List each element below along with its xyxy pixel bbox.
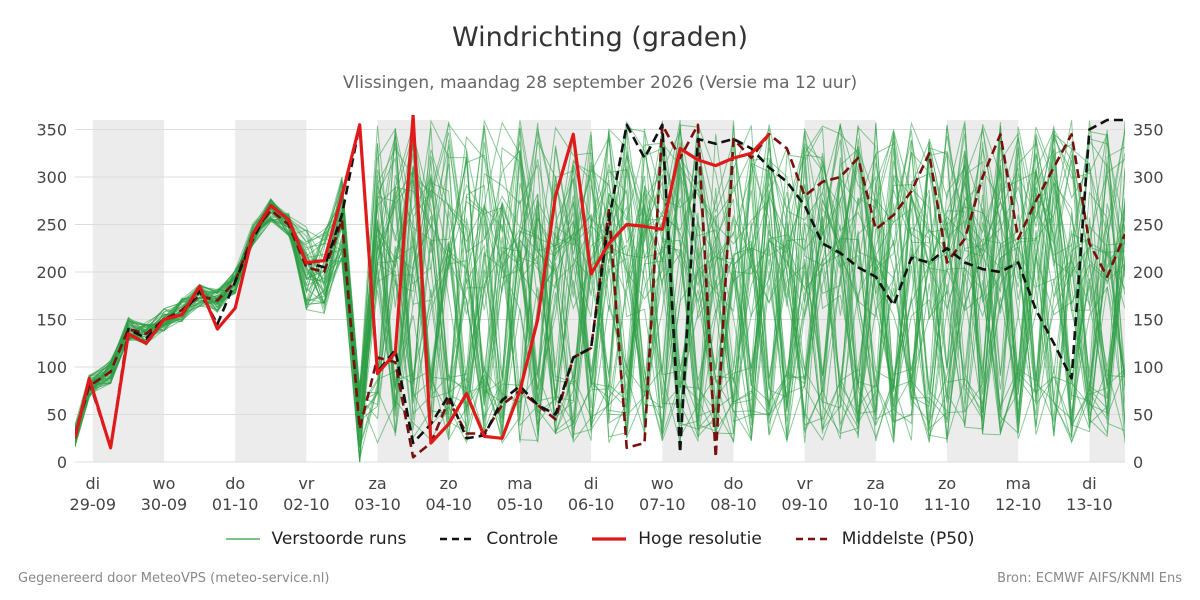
x-tick-day: di xyxy=(85,474,100,493)
x-tick-date: 02-10 xyxy=(283,495,330,514)
legend-swatch xyxy=(440,537,475,541)
footer-source: Bron: ECMWF AIFS/KNMI Ens xyxy=(997,571,1182,586)
x-tick-date: 01-10 xyxy=(212,495,259,514)
legend-label: Verstoorde runs xyxy=(271,529,407,549)
y-tick-label-right: 0 xyxy=(1133,453,1143,472)
x-tick-date: 12-10 xyxy=(995,495,1042,514)
x-tick-date: 07-10 xyxy=(639,495,686,514)
x-tick-day: ma xyxy=(507,474,532,493)
y-tick-label-right: 50 xyxy=(1133,406,1153,425)
x-tick-date: 08-10 xyxy=(710,495,757,514)
legend-swatch xyxy=(795,537,830,541)
y-tick-label-right: 200 xyxy=(1133,263,1164,282)
x-tick-date: 03-10 xyxy=(354,495,401,514)
legend-item-hires: Hoge resolutie xyxy=(592,529,762,549)
y-tick-label-right: 250 xyxy=(1133,216,1164,235)
y-tick-label-left: 250 xyxy=(36,216,67,235)
x-tick-day: wo xyxy=(153,474,176,493)
y-tick-label-right: 350 xyxy=(1133,121,1164,140)
x-tick-day: za xyxy=(867,474,885,493)
legend-swatch xyxy=(225,538,260,540)
y-tick-label-right: 100 xyxy=(1133,358,1164,377)
x-tick-day: di xyxy=(1082,474,1097,493)
y-tick-label-right: 300 xyxy=(1133,168,1164,187)
x-tick-date: 29-09 xyxy=(70,495,117,514)
y-tick-label-left: 150 xyxy=(36,311,67,330)
legend-label: Hoge resolutie xyxy=(638,529,762,549)
ensemble-run-line xyxy=(75,123,1125,441)
x-tick-date: 06-10 xyxy=(568,495,615,514)
legend-label: Middelste (P50) xyxy=(841,529,975,549)
ensemble-run-line xyxy=(75,121,1125,434)
data-layer xyxy=(75,115,1125,462)
x-tick-day: zo xyxy=(440,474,458,493)
x-tick-date: 11-10 xyxy=(924,495,971,514)
legend-item-control: Controle xyxy=(440,529,558,549)
y-tick-label-left: 350 xyxy=(36,121,67,140)
chart-subtitle: Vlissingen, maandag 28 september 2026 (V… xyxy=(342,73,858,93)
x-tick-day: za xyxy=(368,474,386,493)
x-tick-day: di xyxy=(584,474,599,493)
ensemble-run-line xyxy=(75,126,1125,459)
shaded-day-span xyxy=(92,120,164,462)
x-tick-date: 30-09 xyxy=(141,495,188,514)
y-tick-label-right: 150 xyxy=(1133,311,1164,330)
chart-title: Windrichting (graden) xyxy=(451,22,749,53)
shaded-day-span xyxy=(235,120,307,462)
legend-swatch xyxy=(592,537,627,541)
x-tick-day: wo xyxy=(651,474,674,493)
y-tick-label-left: 100 xyxy=(36,358,67,377)
x-tick-date: 05-10 xyxy=(497,495,544,514)
x-tick-date: 09-10 xyxy=(781,495,828,514)
y-tick-label-left: 300 xyxy=(36,168,67,187)
legend-item-ensemble: Verstoorde runs xyxy=(225,529,407,549)
legend-label: Controle xyxy=(486,529,559,549)
x-tick-day: vr xyxy=(298,474,314,493)
x-tick-day: zo xyxy=(938,474,956,493)
x-tick-date: 04-10 xyxy=(425,495,472,514)
legend-item-median: Middelste (P50) xyxy=(795,529,975,549)
series-line-hires xyxy=(75,115,771,450)
x-tick-date: 13-10 xyxy=(1066,495,1113,514)
x-tick-day: ma xyxy=(1006,474,1031,493)
x-tick-day: do xyxy=(723,474,743,493)
x-tick-day: vr xyxy=(797,474,813,493)
y-tick-label-left: 0 xyxy=(57,453,67,472)
x-tick-day: do xyxy=(225,474,245,493)
y-tick-label-left: 50 xyxy=(47,406,67,425)
footer-credit: Gegenereerd door MeteoVPS (meteo-service… xyxy=(18,571,330,586)
legend: Verstoorde runs Controle Hoge resolutie Mid… xyxy=(0,529,1200,549)
x-tick-date: 10-10 xyxy=(853,495,900,514)
y-tick-label-left: 200 xyxy=(36,263,67,282)
